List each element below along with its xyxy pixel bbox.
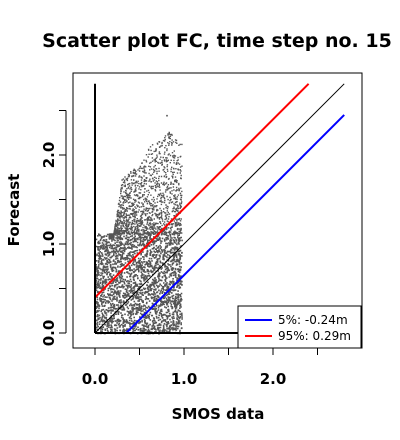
point-cloud	[95, 114, 183, 335]
y-tick-label: 0.0	[40, 320, 58, 347]
x-tick-label: 0.0	[82, 370, 109, 388]
legend-label-95: 95%: 0.29m	[278, 329, 351, 343]
reference-lines	[94, 83, 345, 334]
scatter-points	[95, 114, 183, 335]
y-axis-ticks: 0.0 1.0 2.0	[40, 110, 67, 347]
x-tick-label: 1.0	[171, 370, 198, 388]
x-tick-label: 2.0	[260, 370, 287, 388]
chart-title: Scatter plot FC, time step no. 15	[42, 30, 392, 52]
line-quantile-95	[94, 83, 310, 299]
x-axis-ticks: 0.0 1.0 2.0	[82, 347, 318, 388]
legend: 5%: -0.24m 95%: 0.29m	[237, 305, 362, 349]
legend-box	[237, 305, 362, 349]
line-identity	[94, 83, 345, 334]
legend-label-5: 5%: -0.24m	[278, 313, 348, 327]
y-axis-label: Forecast	[5, 174, 23, 247]
line-quantile-05	[125, 114, 345, 334]
x-axis-label: SMOS data	[172, 405, 265, 423]
y-tick-label: 1.0	[40, 231, 58, 258]
y-tick-label: 2.0	[40, 142, 58, 169]
